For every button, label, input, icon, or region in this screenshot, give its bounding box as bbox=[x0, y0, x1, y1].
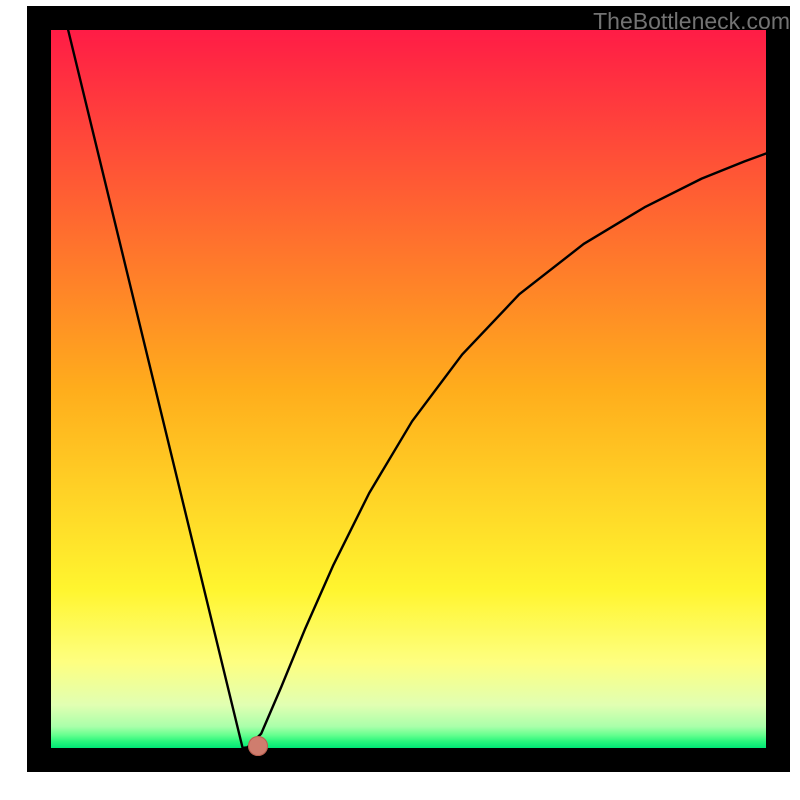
axis-border-right bbox=[766, 6, 790, 772]
minimum-marker bbox=[248, 736, 268, 756]
axis-border-left bbox=[27, 6, 51, 772]
chart-root: TheBottleneck.com bbox=[0, 0, 800, 800]
watermark-text: TheBottleneck.com bbox=[593, 8, 790, 35]
axis-border-bottom bbox=[27, 748, 790, 772]
bottleneck-curve bbox=[51, 30, 766, 748]
